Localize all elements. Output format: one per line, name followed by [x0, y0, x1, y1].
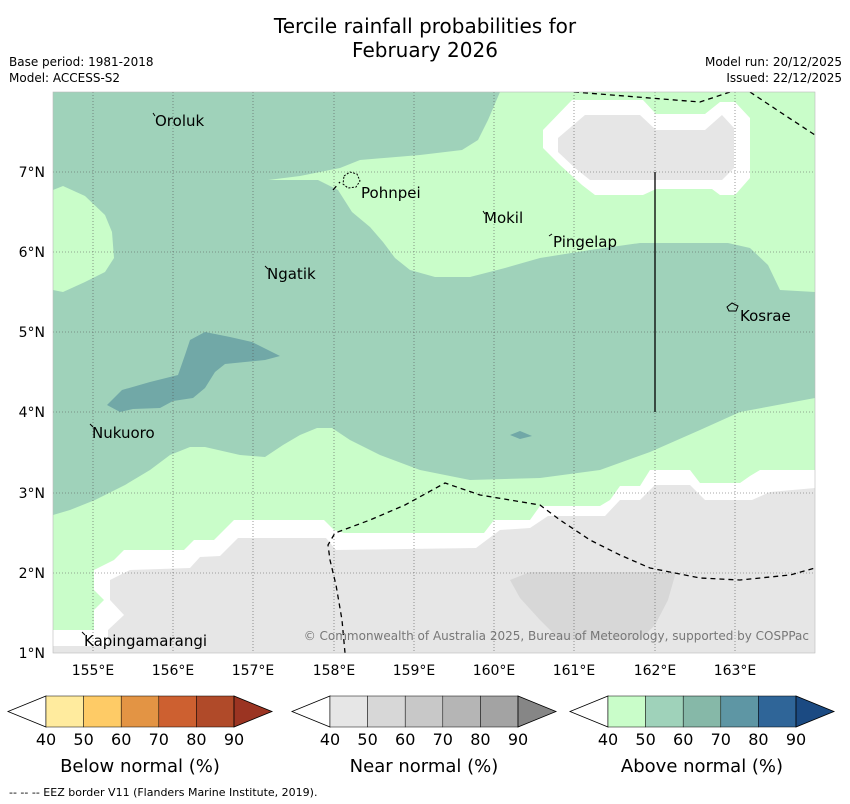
- field-above-40-50-west: [53, 186, 114, 292]
- lat-label-2n: 2°N: [19, 566, 45, 582]
- colorbar-below-over: [233, 695, 274, 728]
- colorbar-below-label-60: 60: [111, 730, 131, 749]
- pohnpei-island-outline: [342, 171, 361, 189]
- colorbar-below-label-80: 80: [186, 730, 206, 749]
- label-kosrae: Kosrae: [740, 307, 791, 325]
- island-ticks: [81, 112, 553, 636]
- field-above-60-70-small: [510, 431, 532, 439]
- colorbar-near-segment-3: [404, 695, 444, 728]
- colorbar-near-segment-2: [367, 695, 406, 728]
- map-frame: [52, 91, 816, 654]
- colorbar-below-segment-5: [196, 695, 235, 728]
- lon-axis: 155°E 156°E 157°E 158°E 159°E 160°E 161°…: [72, 663, 757, 679]
- colorbar-below-under: [6, 695, 47, 728]
- copyright-text: © Commonwealth of Australia 2025, Bureau…: [304, 629, 809, 643]
- colorbar-above-label-70: 70: [711, 730, 731, 749]
- lat-label-6n: 6°N: [19, 245, 45, 261]
- colorbar-below-segment-1: [45, 695, 84, 728]
- lon-label-159: 159°E: [393, 663, 436, 679]
- lon-label-161: 161°E: [553, 663, 596, 679]
- lat-label-4n: 4°N: [19, 405, 45, 421]
- eez-footnote: -- -- -- EEZ border V11 (Flanders Marine…: [9, 786, 318, 799]
- colorbar-near-segment-4: [442, 695, 481, 728]
- colorbar-near: 40 50 60 70 80 90 Near normal (%): [290, 695, 558, 777]
- lon-label-163: 163°E: [714, 663, 757, 679]
- colorbar-below-label-90: 90: [224, 730, 244, 749]
- colorbar-below-label-40: 40: [36, 730, 56, 749]
- colorbar-near-label-60: 60: [395, 730, 415, 749]
- map-title: Tercile rainfall probabilities for Febru…: [0, 14, 850, 62]
- lon-label-155: 155°E: [72, 663, 115, 679]
- colorbar-above-segment-1: [607, 695, 646, 728]
- colorbar-near-label-80: 80: [470, 730, 490, 749]
- colorbar-near-label-70: 70: [433, 730, 453, 749]
- field-near-50-60: [510, 572, 676, 640]
- colorbar-near-label-50: 50: [357, 730, 377, 749]
- lon-label-158: 158°E: [313, 663, 356, 679]
- colorbar-above-segment-4: [720, 695, 759, 728]
- colorbar-below-segment-4: [158, 695, 197, 728]
- colorbar-above-segment-3: [682, 695, 722, 728]
- colorbar-near-segment-5: [480, 695, 519, 728]
- colorbar-near-over: [517, 695, 558, 728]
- model-run: Model run: 20/12/2025: [704, 55, 842, 69]
- colorbar-above-label-60: 60: [673, 730, 693, 749]
- colorbar-above-title: Above normal (%): [621, 756, 783, 777]
- colorbar-below-label-70: 70: [149, 730, 169, 749]
- eez-borders: [327, 92, 815, 653]
- model-name: Model: ACCESS-S2: [9, 71, 121, 85]
- lat-label-5n: 5°N: [19, 325, 45, 341]
- lon-label-156: 156°E: [152, 663, 195, 679]
- meta-left: Base period: 1981-2018 Model: ACCESS-S2: [9, 54, 154, 86]
- colorbar-below-label-50: 50: [73, 730, 93, 749]
- field-above-60-70: [107, 332, 280, 412]
- colorbar-near-segment-1: [329, 695, 368, 728]
- lon-label-162: 162°E: [634, 663, 677, 679]
- label-oroluk: Oroluk: [155, 112, 204, 130]
- lat-label-3n: 3°N: [19, 486, 45, 502]
- label-mokil: Mokil: [484, 209, 523, 227]
- title-line-2: February 2026: [352, 38, 498, 62]
- colorbar-above-over: [795, 695, 836, 728]
- colorbar-below-segment-2: [83, 695, 122, 728]
- colorbar-near-label-90: 90: [508, 730, 528, 749]
- kosrae-island-outline: [726, 302, 739, 312]
- lon-label-160: 160°E: [473, 663, 516, 679]
- meta-right: Model run: 20/12/2025 Issued: 22/12/2025: [705, 54, 842, 86]
- issued-date: Issued: 22/12/2025: [726, 71, 842, 85]
- colorbar-above-label-80: 80: [748, 730, 768, 749]
- colorbar-above-label-90: 90: [786, 730, 806, 749]
- colorbar-near-under: [290, 695, 331, 728]
- colorbar-near-title: Near normal (%): [350, 756, 499, 777]
- title-line-1: Tercile rainfall probabilities for: [273, 14, 577, 38]
- lat-axis: 7°N 6°N 5°N 4°N 3°N 2°N 1°N: [19, 165, 45, 662]
- colorbar-above-under: [568, 695, 609, 728]
- lon-label-157: 157°E: [232, 663, 275, 679]
- lat-label-1n: 1°N: [19, 646, 45, 662]
- label-kapingamarangi: Kapingamarangi: [84, 632, 207, 650]
- label-pohnpei: Pohnpei: [361, 184, 421, 202]
- colorbar-below-title: Below normal (%): [60, 756, 220, 777]
- lat-label-7n: 7°N: [19, 165, 45, 181]
- colorbar-below-segment-3: [120, 695, 160, 728]
- map-area: Oroluk Pohnpei Mokil Pingelap Ngatik Kos…: [53, 92, 815, 653]
- label-nukuoro: Nukuoro: [92, 424, 155, 442]
- label-ngatik: Ngatik: [267, 265, 316, 283]
- label-pingelap: Pingelap: [553, 233, 617, 251]
- base-period: Base period: 1981-2018: [9, 55, 154, 69]
- colorbar-above-label-40: 40: [598, 730, 618, 749]
- field-near-40-50-ne: [558, 115, 734, 180]
- colorbar-above-segment-2: [645, 695, 684, 728]
- colorbar-near-label-40: 40: [320, 730, 340, 749]
- colorbar-above-label-50: 50: [635, 730, 655, 749]
- colorbar-above-segment-5: [758, 695, 797, 728]
